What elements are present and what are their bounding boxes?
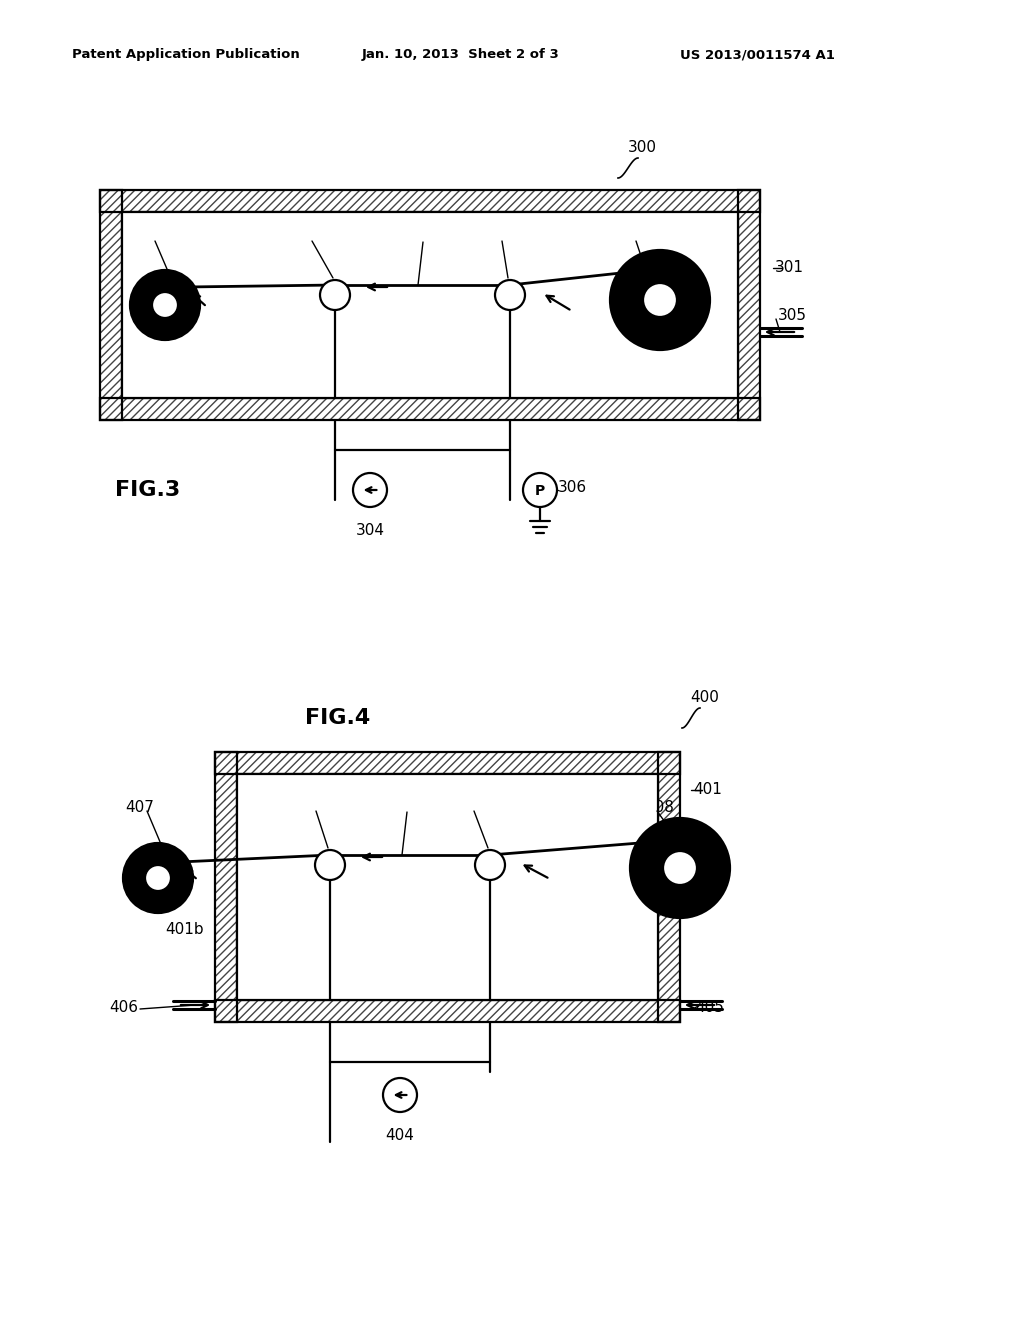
Text: 300: 300 [628,140,657,156]
Bar [215,752,237,1022]
Circle shape [319,280,350,310]
Text: 304: 304 [355,523,384,539]
Text: Patent Application Publication: Patent Application Publication [72,48,300,61]
Text: 406: 406 [109,999,138,1015]
Text: 305: 305 [778,308,807,322]
Bar [738,190,760,420]
Circle shape [643,282,677,317]
Text: 401b: 401b [165,923,204,937]
Bar [215,1001,680,1022]
Bar [100,190,122,420]
Text: FIG.4: FIG.4 [305,708,371,729]
Text: 405: 405 [695,999,724,1015]
Circle shape [152,292,178,318]
Text: Jan. 10, 2013  Sheet 2 of 3: Jan. 10, 2013 Sheet 2 of 3 [362,48,560,61]
Text: 401a: 401a [598,923,636,937]
Text: 404: 404 [386,1129,415,1143]
Bar [100,399,760,420]
Text: 402: 402 [300,800,329,816]
Bar [215,752,680,774]
Bar [237,774,658,1001]
Circle shape [523,473,557,507]
Text: 301: 301 [775,260,804,276]
Bar [738,190,760,420]
Text: 306: 306 [558,480,587,495]
Bar [122,213,738,399]
Bar [100,190,760,420]
Circle shape [495,280,525,310]
Text: 403: 403 [460,800,489,816]
Bar [658,752,680,1022]
Circle shape [630,818,730,917]
Text: 401: 401 [693,783,722,797]
Bar [100,190,122,420]
Text: 408: 408 [645,800,674,816]
Text: S: S [402,800,412,816]
Bar [215,752,237,1022]
Text: FIG.3: FIG.3 [115,480,180,500]
Text: S: S [418,231,428,246]
Bar [215,752,680,774]
Circle shape [610,249,710,350]
Circle shape [123,843,193,913]
Circle shape [475,850,505,880]
Bar [100,190,760,213]
Text: 307: 307 [133,231,162,246]
Circle shape [145,865,171,891]
Bar [100,399,760,420]
Text: 400: 400 [690,690,719,705]
Text: 303: 303 [488,231,517,246]
Text: 308: 308 [624,231,653,246]
Circle shape [353,473,387,507]
Circle shape [315,850,345,880]
Bar [215,752,680,1022]
Bar [658,752,680,1022]
Bar [215,1001,680,1022]
Text: US 2013/0011574 A1: US 2013/0011574 A1 [680,48,835,61]
Text: 302: 302 [296,231,325,246]
Circle shape [130,271,200,341]
Text: P: P [535,484,545,498]
Bar [100,190,760,213]
Text: 407: 407 [125,800,154,816]
Circle shape [663,851,697,884]
Circle shape [383,1078,417,1111]
